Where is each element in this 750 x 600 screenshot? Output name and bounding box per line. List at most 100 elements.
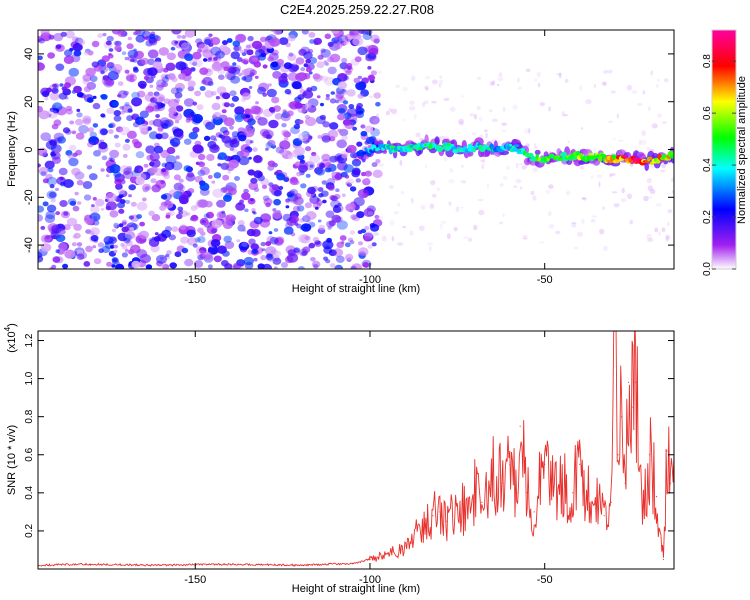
snr-point [551,482,553,484]
noise-blob [353,197,365,207]
noise-blob [309,39,315,44]
speckle [501,129,507,133]
snr-point [603,515,605,517]
speckle [367,210,374,216]
noise-blob [166,250,172,255]
noise-blob [213,56,218,61]
speckle [545,189,551,194]
colorbar-tick-label: 0.4 [702,158,713,172]
speckle [431,100,437,104]
noise-blob [344,34,354,42]
noise-blob [125,249,129,253]
noise-blob [142,183,152,192]
noise-blob [200,166,210,176]
noise-blob [118,193,124,199]
snr-point [662,558,665,561]
noise-blob [199,67,209,75]
noise-blob [97,143,109,153]
noise-blob [360,130,368,137]
speckle [410,197,414,204]
speckle [571,222,577,228]
noise-blob [108,123,114,128]
noise-blob [55,234,66,243]
noise-blob [178,210,184,215]
speckle [402,118,406,121]
noise-blob [310,257,316,262]
snr-point [648,454,651,456]
noise-blob [188,131,198,140]
speckle [547,210,552,217]
noise-blob [293,180,300,185]
snr-point [617,454,619,456]
noise-blob [320,102,324,107]
noise-blob [210,53,222,63]
noise-blob [135,34,146,43]
speckle [650,70,654,76]
ridge-core [528,153,534,158]
noise-blob [271,61,279,68]
noise-blob [128,194,132,198]
noise-blob [184,258,194,267]
noise-blob [232,40,241,47]
speckle [473,224,478,231]
speckle [440,220,447,224]
noise-blob [106,35,114,42]
noise-blob [206,211,214,219]
speckle [481,163,485,170]
noise-blob [266,235,275,243]
noise-blob [345,69,352,76]
noise-blob [363,235,371,242]
noise-blob [83,194,92,201]
noise-blob [229,90,237,97]
noise-blob [74,191,79,196]
noise-blob [72,43,83,52]
ridge-core [441,146,445,150]
noise-blob [40,132,51,142]
speckle [476,76,482,80]
noise-blob [163,173,171,180]
noise-blob [269,37,281,47]
noise-blob [203,58,208,62]
noise-blob [230,75,241,84]
snr-frame [37,330,675,570]
noise-blob [322,121,331,128]
noise-blob [62,263,69,269]
noise-blob [220,61,230,69]
noise-blob [296,205,305,212]
snr-point [89,563,91,565]
noise-blob [161,229,172,238]
noise-blob [300,223,312,232]
ridge-core [451,146,457,150]
noise-blob [89,131,98,138]
noise-blob [76,242,83,247]
noise-blob [222,92,231,100]
noise-blob [113,115,122,122]
noise-blob [316,95,321,99]
noise-blob [176,34,182,39]
noise-blob [251,40,263,50]
noise-blob [121,104,133,113]
noise-blob [178,225,190,235]
noise-blob [89,173,98,181]
noise-blob [253,170,263,179]
noise-blob [332,206,342,213]
noise-blob [257,86,266,95]
noise-blob [347,237,354,242]
noise-blob [272,208,277,212]
noise-blob [119,126,130,136]
noise-blob [337,81,347,90]
speckle [663,78,669,83]
noise-blob [184,30,196,38]
snr-point [386,553,389,555]
noise-blob [145,264,153,269]
noise-blob [178,73,186,80]
noise-blob [349,30,360,36]
noise-blob [109,210,119,218]
noise-blob [59,200,68,207]
noise-blob [174,92,183,99]
noise-blob [205,121,216,130]
noise-blob [51,87,59,94]
snr-point [474,492,476,494]
speckle [599,228,605,235]
x-tick-label: -150 [184,274,206,286]
